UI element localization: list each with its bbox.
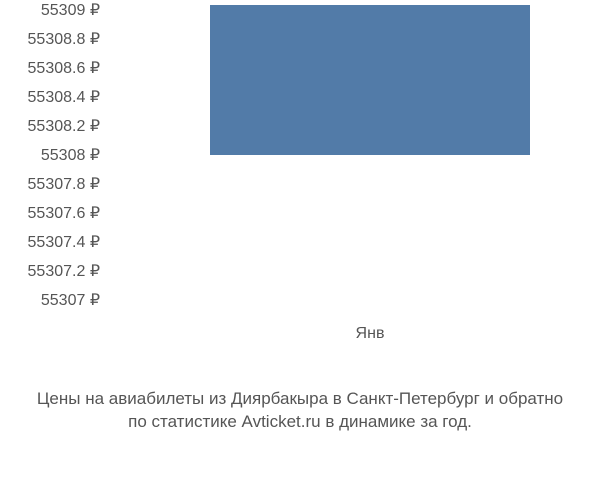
y-tick-label: 55308.6 ₽ xyxy=(28,58,100,78)
chart-caption: Цены на авиабилеты из Диярбакыра в Санкт… xyxy=(0,388,600,434)
y-tick-label: 55307 ₽ xyxy=(41,290,100,310)
y-tick-label: 55307.8 ₽ xyxy=(28,174,100,194)
y-tick-label: 55307.4 ₽ xyxy=(28,232,100,252)
y-tick-label: 55307.2 ₽ xyxy=(28,261,100,281)
price-chart: 55309 ₽ 55308.8 ₽ 55308.6 ₽ 55308.4 ₽ 55308.… xyxy=(0,0,600,500)
y-tick-label: 55308.2 ₽ xyxy=(28,116,100,136)
y-tick-label: 55309 ₽ xyxy=(41,0,100,20)
y-tick-label: 55307.6 ₽ xyxy=(28,203,100,223)
bar xyxy=(210,5,530,155)
caption-line-1: Цены на авиабилеты из Диярбакыра в Санкт… xyxy=(37,389,563,408)
y-tick-label: 55308 ₽ xyxy=(41,145,100,165)
x-tick-label: Янв xyxy=(210,325,530,343)
y-tick-label: 55308.4 ₽ xyxy=(28,87,100,107)
plot-area: Янв xyxy=(110,5,580,305)
caption-line-2: по статистике Avticket.ru в динамике за … xyxy=(128,412,472,431)
y-tick-label: 55308.8 ₽ xyxy=(28,29,100,49)
